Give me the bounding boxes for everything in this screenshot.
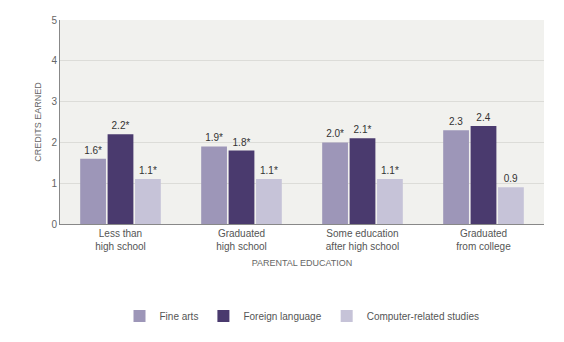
svg-text:Foreign language: Foreign language: [243, 311, 321, 322]
svg-text:2.1*: 2.1*: [354, 124, 372, 135]
svg-text:Graduatedfrom college: Graduatedfrom college: [456, 228, 511, 252]
svg-text:Graduatedhigh school: Graduatedhigh school: [216, 228, 267, 252]
svg-text:2.2*: 2.2*: [112, 120, 130, 131]
svg-text:1.1*: 1.1*: [381, 165, 399, 176]
svg-text:Fine arts: Fine arts: [160, 311, 199, 322]
svg-text:3: 3: [51, 96, 57, 107]
svg-text:Some educationafter high schoo: Some educationafter high school: [326, 228, 399, 252]
svg-text:PARENTAL EDUCATION: PARENTAL EDUCATION: [252, 258, 353, 268]
svg-text:2.3: 2.3: [449, 116, 463, 127]
svg-text:1.6*: 1.6*: [84, 145, 102, 156]
svg-text:0: 0: [51, 219, 57, 230]
svg-text:1.1*: 1.1*: [139, 165, 157, 176]
svg-text:1: 1: [51, 178, 57, 189]
svg-text:4: 4: [51, 55, 57, 66]
svg-text:1.8*: 1.8*: [233, 137, 251, 148]
svg-text:1.9*: 1.9*: [205, 132, 223, 143]
svg-text:Less thanhigh school: Less thanhigh school: [95, 228, 146, 252]
svg-text:2.4: 2.4: [476, 112, 490, 123]
svg-text:CREDITS EARNED: CREDITS EARNED: [33, 82, 43, 162]
svg-text:Computer-related studies: Computer-related studies: [367, 311, 479, 322]
svg-text:2: 2: [51, 137, 57, 148]
svg-text:5: 5: [51, 15, 57, 26]
svg-text:2.0*: 2.0*: [326, 128, 344, 139]
svg-text:0.9: 0.9: [504, 173, 518, 184]
svg-text:1.1*: 1.1*: [260, 165, 278, 176]
